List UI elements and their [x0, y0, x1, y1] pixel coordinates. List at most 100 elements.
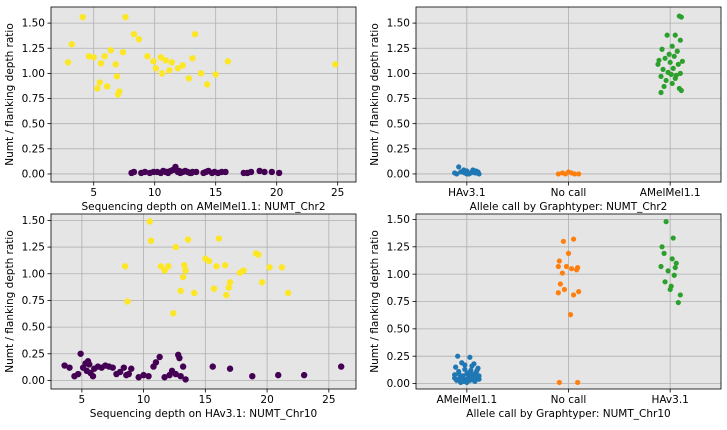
data-point: [658, 89, 664, 96]
data-point: [135, 374, 142, 381]
x-tick-label: 10: [148, 187, 161, 199]
data-point: [156, 353, 163, 361]
x-axis-label: Sequencing depth on AMelMel1.1: NUMT_Chr…: [81, 201, 325, 213]
x-tick-label: 5: [79, 394, 86, 406]
data-point: [249, 373, 256, 380]
chart-panel-bl: 5 10 15 20 25 0.00 0.25 0.50 0.75 1.00 1.25 1.50 Seq…: [4, 213, 357, 420]
data-point: [474, 170, 480, 176]
data-point: [332, 61, 339, 68]
data-point: [663, 219, 669, 225]
data-point: [660, 66, 666, 72]
data-point: [470, 167, 476, 173]
data-point: [157, 263, 165, 270]
data-point: [675, 61, 681, 67]
data-point: [222, 168, 229, 176]
data-point: [112, 61, 119, 68]
data-point: [674, 48, 680, 54]
y-tick-label: 0.25: [22, 143, 45, 155]
data-point: [177, 287, 184, 295]
data-point: [130, 30, 138, 38]
y-tick-label: 1.00: [22, 268, 45, 280]
data-point: [146, 218, 153, 225]
data-point: [97, 60, 105, 67]
data-point: [575, 379, 581, 386]
data-point: [247, 168, 255, 176]
x-tick-label: AMelMel1.1: [436, 394, 497, 406]
x-tick-label: 20: [260, 394, 273, 406]
data-point: [278, 264, 286, 271]
data-point: [96, 79, 104, 86]
data-point: [655, 61, 661, 67]
data-point: [163, 168, 171, 176]
data-point: [162, 57, 169, 64]
y-tick-label: 0.75: [22, 295, 45, 307]
data-point: [225, 284, 233, 291]
data-point: [556, 258, 562, 264]
data-point: [179, 62, 186, 69]
data-point: [175, 167, 183, 175]
x-tick-label: AMelMel1.1: [640, 187, 701, 199]
y-axis-label: Numt / flanking depth ratio: [4, 23, 16, 166]
data-point: [679, 58, 685, 64]
x-tick-label: 15: [209, 187, 222, 199]
data-point: [161, 267, 168, 274]
data-point: [223, 291, 230, 299]
data-point: [300, 371, 308, 379]
data-point: [664, 32, 670, 38]
data-point: [555, 290, 561, 296]
data-point: [670, 235, 676, 241]
data-point: [284, 289, 292, 297]
y-tick-label: 1.50: [22, 18, 45, 30]
data-point: [221, 262, 229, 269]
x-tick-label: HAv3.1: [448, 187, 485, 199]
x-tick-label: 20: [270, 187, 283, 199]
data-point: [456, 164, 462, 170]
data-point: [226, 365, 234, 372]
data-point: [464, 379, 470, 386]
y-tick-label: 1.50: [387, 18, 410, 30]
data-point: [158, 70, 166, 77]
y-tick-label: 0.75: [387, 296, 410, 308]
y-tick-label: 0.00: [22, 169, 45, 181]
chart-panel-tl: 5 10 15 20 25 0.00 0.25 0.50 0.75 1.00 1.25 1.50 Seq…: [4, 6, 357, 213]
chart-panel-br: AMelMel1.1 No call HAv3.1 0.00 0.25 0.50 0.75 1…: [369, 213, 722, 420]
data-point: [86, 361, 93, 368]
data-point: [658, 73, 664, 79]
data-point: [140, 371, 147, 379]
data-point: [666, 51, 672, 57]
data-point: [456, 371, 462, 377]
axes-frame: [50, 6, 357, 183]
data-point: [64, 59, 72, 66]
data-point: [662, 279, 668, 285]
data-point: [192, 168, 200, 176]
data-point: [125, 370, 132, 378]
x-axis-label: Allele call by Graphtyper: NUMT_Chr2: [470, 201, 668, 213]
x-tick-label: 15: [199, 394, 212, 406]
data-point: [658, 263, 664, 270]
data-point: [122, 13, 129, 21]
data-point: [452, 375, 458, 381]
y-tick-label: 0.25: [387, 143, 410, 155]
x-tick-label: No call: [551, 187, 587, 199]
data-point: [576, 289, 582, 295]
y-tick-label: 1.50: [22, 215, 45, 227]
data-point: [669, 256, 675, 262]
data-point: [161, 374, 168, 381]
data-point: [275, 371, 282, 379]
data-point: [665, 268, 671, 274]
data-point: [120, 364, 128, 371]
data-point: [215, 235, 223, 242]
data-point: [85, 53, 93, 60]
data-point: [116, 368, 124, 376]
data-point: [240, 267, 247, 274]
data-point: [124, 298, 131, 305]
data-point: [455, 353, 461, 359]
data-point: [113, 73, 121, 80]
data-point: [671, 272, 677, 278]
data-point: [212, 71, 219, 78]
x-tick-label: 5: [90, 187, 97, 199]
data-point: [170, 310, 177, 317]
data-point: [673, 260, 679, 266]
data-point: [661, 250, 667, 256]
y-tick-label: 1.50: [387, 214, 410, 226]
